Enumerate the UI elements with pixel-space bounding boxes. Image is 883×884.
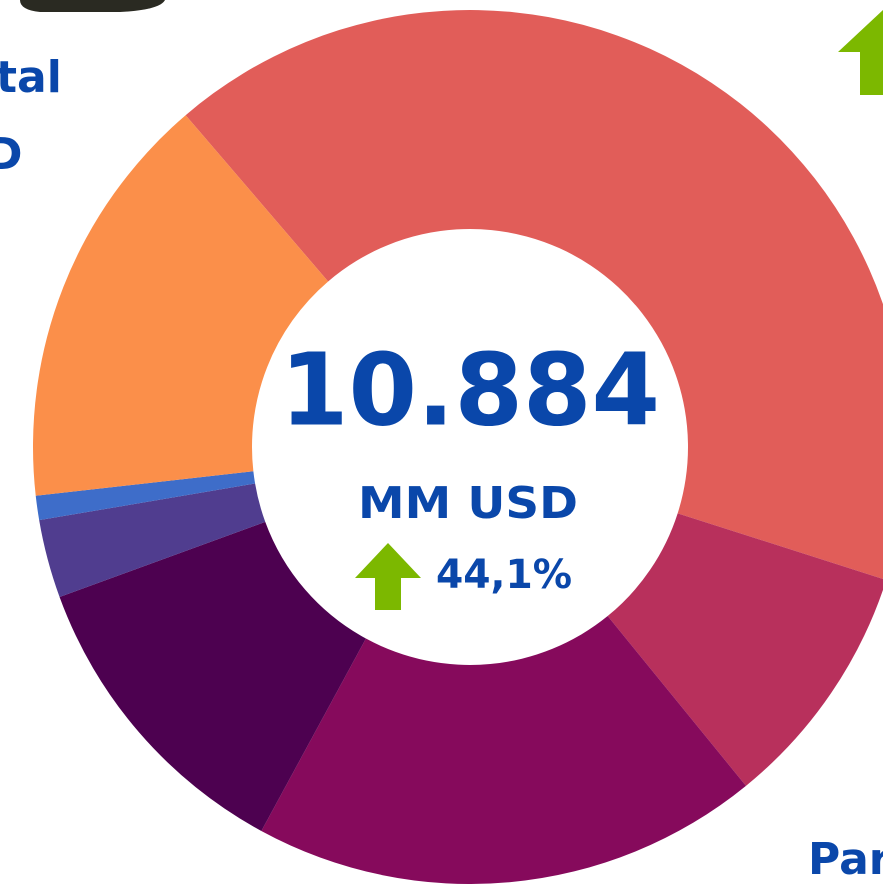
- donut-slice: [35, 471, 256, 521]
- label-fragment: Par: [808, 834, 883, 884]
- donut-slice: [39, 483, 266, 598]
- arrow-icon: [838, 10, 883, 95]
- change-value: 44,1%: [436, 552, 572, 598]
- donut-slice: [607, 513, 883, 786]
- label-fragment: tal: [0, 52, 62, 103]
- donut: [32, 10, 883, 884]
- center-unit: MM USD: [358, 478, 578, 529]
- donut-slice: [32, 115, 329, 496]
- donut-slice: [185, 10, 883, 579]
- photo-fragment: [20, 0, 165, 12]
- center-value: 10.884: [280, 331, 660, 448]
- label-fragment: D: [0, 129, 23, 180]
- donut-slice: [261, 616, 746, 884]
- up-arrow: [355, 543, 421, 610]
- donut-slice: [59, 521, 366, 831]
